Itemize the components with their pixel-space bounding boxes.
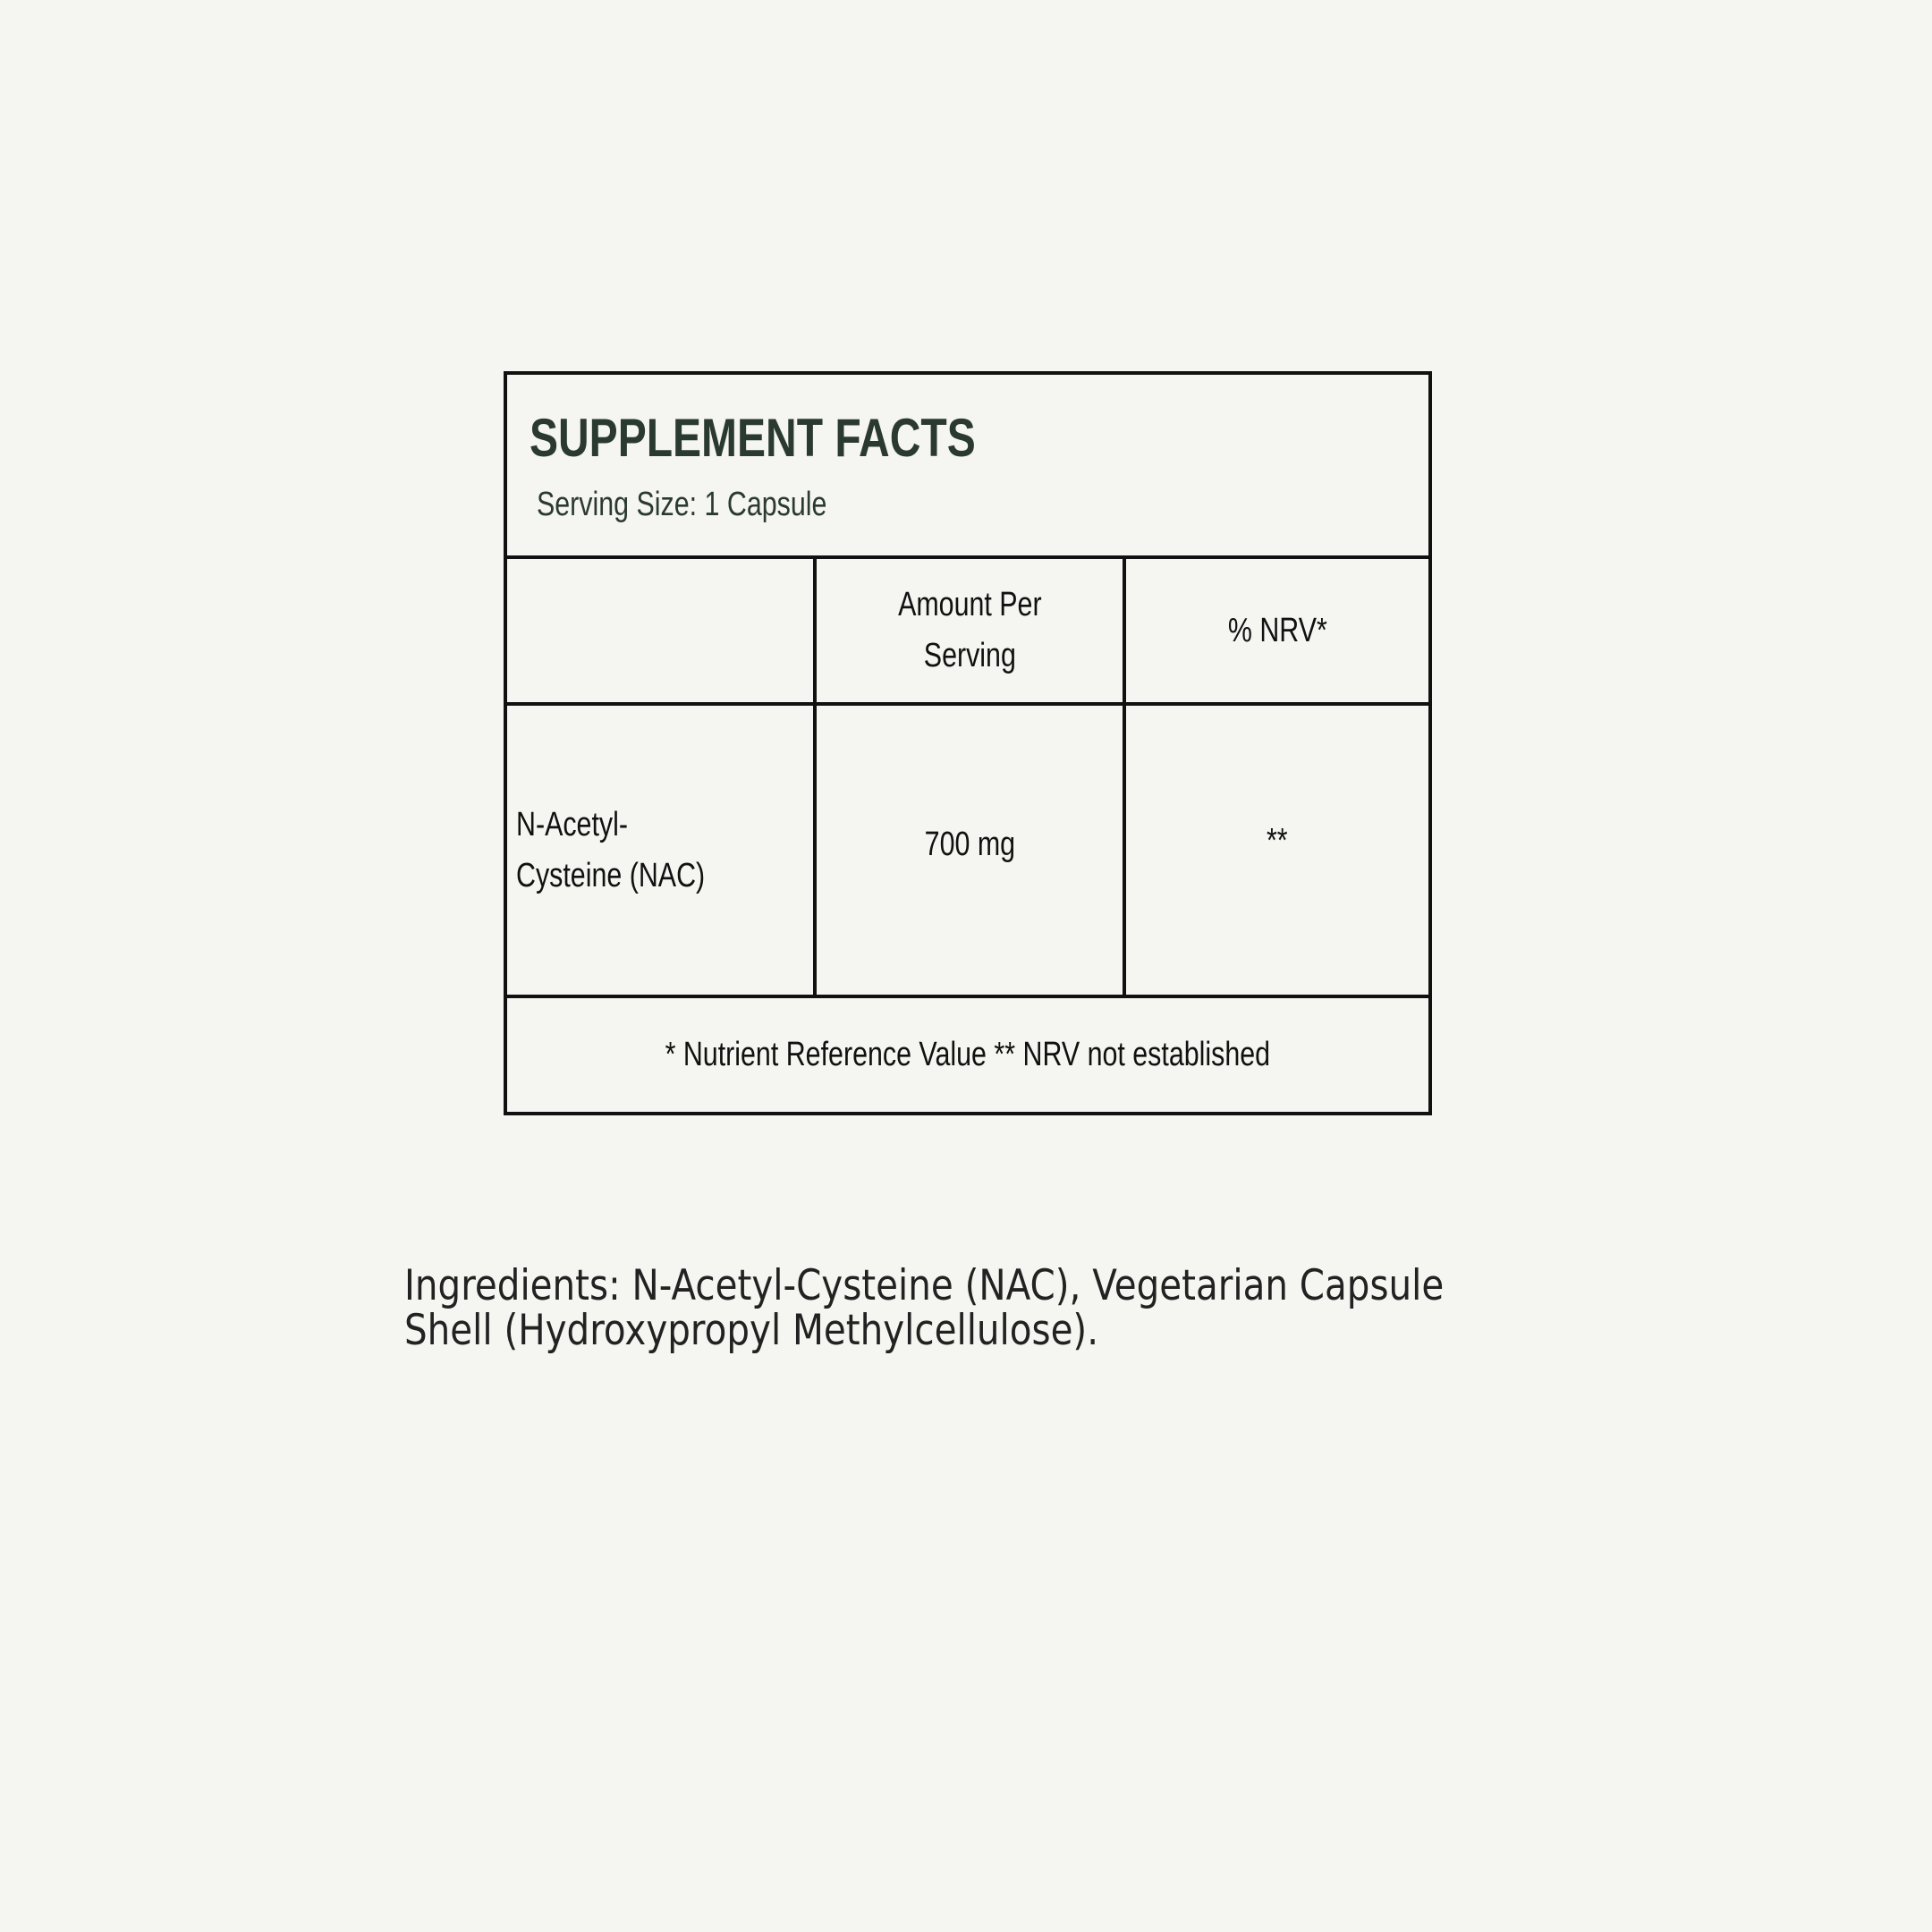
- table-row-nutrient-name: N-Acetyl- Cysteine (NAC): [516, 706, 813, 995]
- column-divider: [813, 555, 817, 998]
- ingredients-line: Ingredients: N-Acetyl-Cysteine (NAC), Ve…: [404, 1261, 1445, 1310]
- header-nutrient: [507, 559, 813, 702]
- header-amount-line: Serving: [923, 637, 1016, 674]
- divider: [507, 995, 1428, 998]
- table-row-nrv: **: [1126, 697, 1428, 986]
- ingredients-text: Ingredients: N-Acetyl-Cysteine (NAC), Ve…: [404, 1264, 1657, 1353]
- serving-size: Serving Size: 1 Capsule: [537, 486, 827, 523]
- ingredients-line: Shell (Hydroxypropyl Methylcellulose).: [404, 1306, 1099, 1355]
- nutrient-name-line: N-Acetyl-: [516, 805, 628, 843]
- divider: [507, 702, 1428, 706]
- header-amount-line: Amount Per: [897, 586, 1042, 623]
- panel-title: SUPPLEMENT FACTS: [530, 408, 976, 468]
- header-nrv: % NRV*: [1126, 559, 1428, 702]
- footnote-text: * Nutrient Reference Value ** NRV not es…: [665, 1036, 1271, 1073]
- divider: [507, 555, 1428, 559]
- supplement-facts-panel: SUPPLEMENT FACTS Serving Size: 1 Capsule…: [504, 371, 1432, 1115]
- table-row-amount: 700 mg: [817, 700, 1123, 989]
- nutrient-name-line: Cysteine (NAC): [516, 856, 706, 894]
- header-nrv-label: % NRV*: [1227, 611, 1327, 649]
- nrv-value: **: [1267, 822, 1288, 860]
- header-amount: Amount Per Serving: [817, 559, 1123, 702]
- amount-value: 700 mg: [924, 826, 1015, 863]
- footnote: * Nutrient Reference Value ** NRV not es…: [507, 998, 1428, 1112]
- column-divider: [1123, 555, 1126, 998]
